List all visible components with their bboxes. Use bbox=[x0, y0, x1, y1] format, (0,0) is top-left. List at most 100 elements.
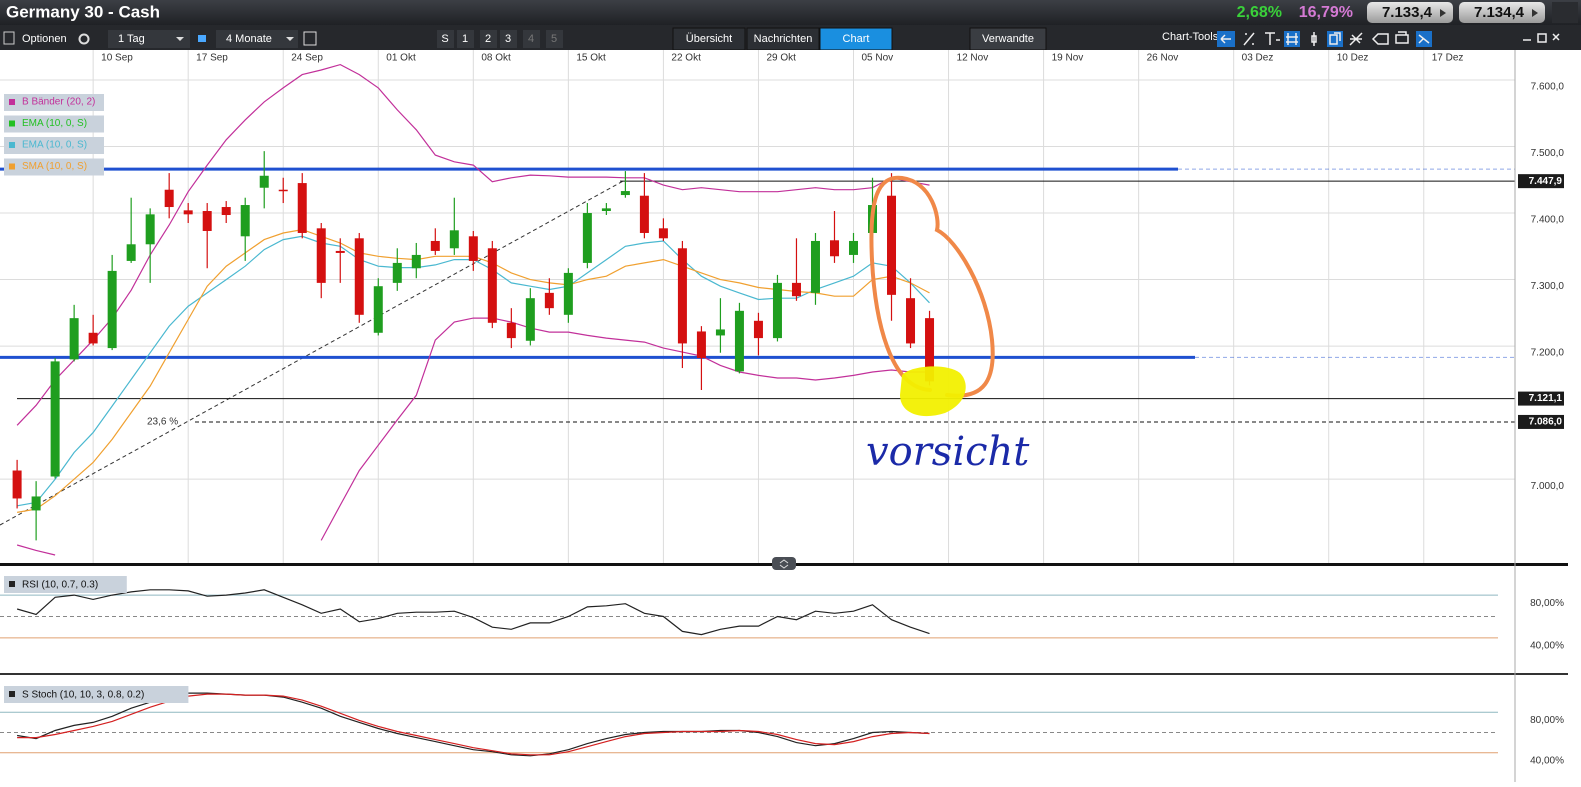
candle-body bbox=[69, 318, 79, 360]
legend-item-bg bbox=[4, 94, 104, 111]
tool-icon[interactable] bbox=[1395, 31, 1409, 44]
plot-area bbox=[0, 63, 1515, 556]
tool-icon[interactable] bbox=[1311, 32, 1317, 46]
x-tick-label: 17 Sep bbox=[196, 53, 228, 64]
bid[interactable]: 7.133,4 bbox=[1382, 4, 1433, 21]
bid-button[interactable] bbox=[1367, 2, 1453, 23]
candle-body bbox=[601, 208, 611, 212]
x-tick-label: 03 Dez bbox=[1242, 53, 1274, 64]
candle-body bbox=[620, 191, 630, 196]
tool-icon[interactable] bbox=[1243, 32, 1255, 46]
tool-icon[interactable] bbox=[1371, 33, 1389, 45]
options-icon[interactable] bbox=[3, 31, 15, 45]
legend-label: B Bänder (20, 2) bbox=[22, 97, 95, 108]
slot-button[interactable] bbox=[500, 30, 517, 48]
dropdown-arrow bbox=[286, 37, 294, 41]
slot-button[interactable] bbox=[457, 30, 474, 48]
ask[interactable]: 7.134,4 bbox=[1474, 4, 1525, 21]
level-label-bg bbox=[1518, 174, 1564, 189]
x-tick-label: 08 Okt bbox=[481, 53, 511, 64]
options[interactable]: Optionen bbox=[22, 33, 67, 45]
range[interactable]: 4 Monate bbox=[226, 33, 272, 45]
tab-label[interactable]: Übersicht bbox=[686, 33, 732, 45]
slot-label[interactable]: S bbox=[441, 33, 448, 45]
slot-group: S 1 2 3 4 5 bbox=[437, 30, 563, 48]
indicator-line bbox=[16, 589, 930, 636]
panel-title: RSI (10, 0.7, 0.3) bbox=[22, 580, 98, 591]
candle-body bbox=[734, 310, 744, 372]
y-tick-label: 80,00% bbox=[1530, 598, 1564, 609]
legend-item-bg bbox=[4, 115, 104, 133]
interval-select[interactable] bbox=[108, 30, 190, 48]
panel-title: S Stoch (10, 10, 3, 0.8, 0.2) bbox=[22, 690, 144, 701]
calendar-icon[interactable] bbox=[303, 31, 317, 46]
tab-label[interactable]: Verwandte bbox=[982, 33, 1034, 45]
candle-body bbox=[240, 205, 250, 237]
tool-icons bbox=[1217, 31, 1560, 47]
tool-icon[interactable] bbox=[1286, 33, 1298, 45]
slot-label[interactable]: 2 bbox=[485, 33, 491, 45]
lock-icon[interactable] bbox=[198, 35, 206, 42]
slot-button[interactable] bbox=[546, 30, 563, 48]
slot-button[interactable] bbox=[480, 30, 497, 48]
range-select[interactable] bbox=[216, 30, 298, 48]
level-label: 7.447,9 bbox=[1529, 176, 1563, 187]
tab-label[interactable]: Chart bbox=[843, 33, 870, 45]
candle-body bbox=[278, 189, 288, 192]
legend-item-bg bbox=[4, 137, 104, 154]
candle-body bbox=[810, 240, 820, 293]
candle-body bbox=[50, 361, 60, 477]
slot-button[interactable] bbox=[437, 30, 454, 48]
candle-body bbox=[259, 175, 269, 188]
candle-body bbox=[316, 228, 326, 283]
candle-body bbox=[715, 329, 725, 336]
chart-bg bbox=[0, 50, 1581, 782]
candle-body bbox=[145, 214, 155, 245]
tool-icon[interactable] bbox=[1349, 32, 1363, 46]
candle-body bbox=[183, 210, 193, 215]
tab-group: Übersicht Nachrichten Chart Verwandte bbox=[672, 27, 1047, 51]
header: Germany 30 - Cash 2,68% 16,79% 7.133,4 7… bbox=[0, 0, 1581, 25]
legend-swatch bbox=[9, 581, 15, 587]
legend-swatch bbox=[9, 120, 15, 127]
legend-item-bg bbox=[4, 158, 104, 176]
candle-body bbox=[677, 248, 687, 344]
candle-body bbox=[772, 282, 782, 339]
x-tick-label: 01 Okt bbox=[386, 53, 416, 64]
legend-swatch bbox=[9, 163, 15, 170]
candle-body bbox=[335, 250, 345, 253]
settings-icon[interactable] bbox=[78, 33, 90, 45]
rsi-panel: 40,00% 80,00% RSI (10, 0.7, 0.3) bbox=[0, 576, 1564, 651]
panel-resize-handle[interactable] bbox=[772, 557, 796, 570]
y-tick-label: 7.600,0 bbox=[1531, 82, 1565, 93]
interval[interactable]: 1 Tag bbox=[118, 33, 145, 45]
slot-label[interactable]: 3 bbox=[505, 33, 511, 45]
tool-icon[interactable] bbox=[1418, 34, 1430, 44]
slot-label[interactable]: 5 bbox=[551, 33, 557, 45]
slot-label[interactable]: 1 bbox=[462, 33, 468, 45]
chart-tools[interactable]: Chart-Tools bbox=[1162, 31, 1219, 43]
candle-body bbox=[848, 240, 858, 255]
tool-icon[interactable] bbox=[1329, 32, 1341, 45]
tool-icon[interactable] bbox=[1220, 34, 1231, 44]
yellow-highlight bbox=[900, 366, 966, 417]
tool-icon[interactable] bbox=[1265, 32, 1280, 45]
x-tick-label: 22 Okt bbox=[671, 53, 701, 64]
candle-body bbox=[791, 282, 801, 297]
candle-body bbox=[582, 213, 592, 263]
y-tick-label: 80,00% bbox=[1530, 715, 1564, 726]
slot-button[interactable] bbox=[523, 30, 540, 48]
candle-body bbox=[525, 298, 535, 341]
volatility: 16,79% bbox=[1299, 4, 1353, 21]
legend-label: EMA (10, 0, S) bbox=[22, 118, 87, 129]
slot-label[interactable]: 4 bbox=[528, 33, 534, 45]
tool-icon[interactable] bbox=[1284, 31, 1300, 47]
orange-circle bbox=[869, 175, 995, 398]
y-tick-label: 40,00% bbox=[1530, 640, 1564, 651]
y-tick-label: 7.500,0 bbox=[1531, 148, 1565, 159]
candle-body bbox=[887, 195, 897, 295]
window-icons[interactable] bbox=[1523, 33, 1560, 43]
tab-label[interactable]: Nachrichten bbox=[754, 33, 813, 45]
ask-button[interactable] bbox=[1459, 2, 1545, 23]
